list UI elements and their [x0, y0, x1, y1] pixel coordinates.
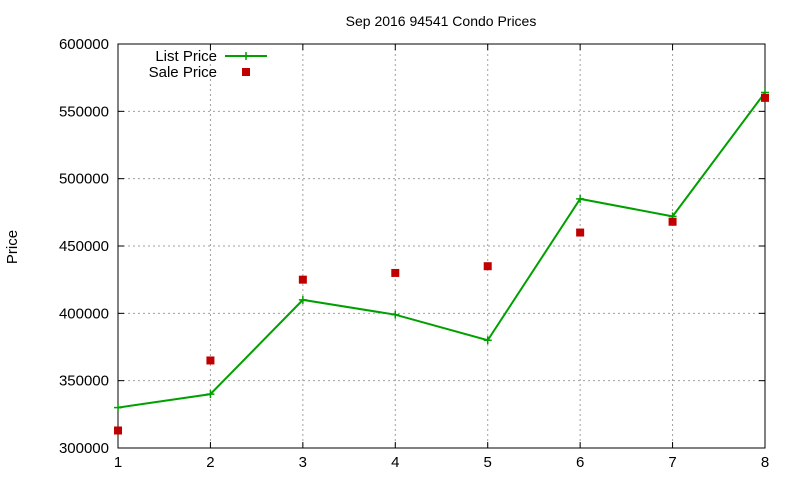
list-price-point — [483, 336, 492, 345]
y-tick-label: 350000 — [59, 373, 109, 390]
sale-price-series — [114, 93, 769, 435]
y-tick-label: 450000 — [59, 238, 109, 255]
list-price-point — [114, 403, 122, 412]
y-tick-label: 500000 — [59, 171, 109, 188]
x-tick-label: 4 — [391, 454, 399, 471]
y-tick-label: 600000 — [59, 36, 109, 53]
legend-label: Sale Price — [149, 64, 217, 81]
list-price-point — [206, 390, 215, 399]
list-price-series — [114, 88, 769, 412]
list-price-point — [576, 194, 585, 203]
axis-ticks: 300000 350000 400000 450000 500000 550000 6000… — [59, 36, 769, 471]
x-tick-label: 5 — [484, 454, 492, 471]
sale-price-point — [576, 228, 585, 237]
legend-item-list-price: List Price — [155, 48, 267, 65]
grid — [118, 44, 765, 448]
legend-item-sale-price: Sale Price — [149, 64, 250, 81]
x-tick-label: 7 — [668, 454, 676, 471]
sale-price-point — [298, 275, 307, 284]
plot-frame — [117, 43, 766, 449]
y-tick-label: 550000 — [59, 103, 109, 120]
list-price-point — [391, 310, 400, 319]
sale-price-point — [761, 93, 769, 102]
y-tick-label: 300000 — [59, 440, 109, 457]
list-price-line — [117, 91, 766, 409]
sale-price-point — [206, 356, 215, 365]
sale-price-point — [483, 262, 492, 271]
sale-price-point — [391, 268, 400, 277]
chart-title: Sep 2016 94541 Condo Prices — [346, 13, 537, 29]
sale-price-point — [114, 426, 122, 435]
y-tick-label: 400000 — [59, 305, 109, 322]
sale-price-point — [668, 217, 677, 226]
x-tick-label: 1 — [114, 454, 122, 471]
legend-swatch-marker — [242, 68, 250, 76]
list-price-point — [298, 295, 307, 304]
y-axis-label: Price — [4, 230, 21, 264]
x-tick-label: 8 — [761, 454, 769, 471]
x-tick-label: 3 — [299, 454, 307, 471]
legend-label: List Price — [155, 48, 217, 65]
x-tick-label: 2 — [206, 454, 214, 471]
x-tick-label: 6 — [576, 454, 584, 471]
series-layer — [114, 88, 769, 435]
